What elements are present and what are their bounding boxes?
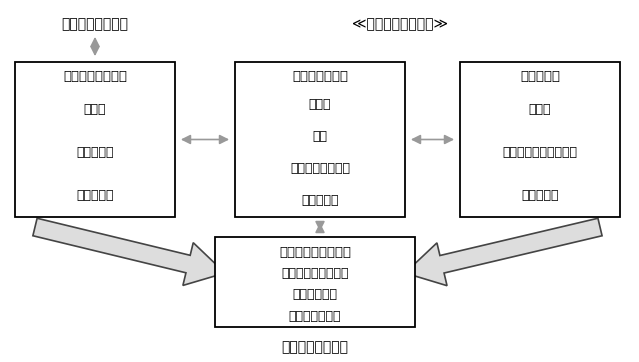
Bar — [460, 62, 620, 217]
Text: 滋賀県国際協会: 滋賀県国際協会 — [289, 310, 341, 323]
Text: 人権センター: 人権センター — [293, 289, 337, 302]
Text: 滋賀県教育委員会: 滋賀県教育委員会 — [61, 17, 128, 31]
Text: 学校教育課: 学校教育課 — [76, 146, 114, 159]
Polygon shape — [33, 218, 225, 286]
Bar — [235, 62, 405, 217]
Text: 人権推進課: 人権推進課 — [521, 189, 558, 202]
Text: 教育委員会事務局: 教育委員会事務局 — [63, 71, 127, 84]
Text: 甲賀市役所: 甲賀市役所 — [520, 71, 560, 84]
Text: 甲賀市国際交流協会: 甲賀市国際交流協会 — [279, 245, 351, 258]
Text: ≪甲賀市の支援体制≫: ≪甲賀市の支援体制≫ — [352, 17, 448, 31]
Text: 指導・助言・協力: 指導・助言・協力 — [282, 340, 348, 354]
Text: 在籍園校関係者: 在籍園校関係者 — [292, 71, 348, 84]
Polygon shape — [405, 218, 602, 286]
Bar — [215, 237, 415, 327]
Text: 日本語指導担当者: 日本語指導担当者 — [290, 162, 350, 175]
Text: 教育長: 教育長 — [84, 103, 106, 116]
Text: 地域コミュティ推進室: 地域コミュティ推進室 — [502, 146, 578, 159]
Bar — [15, 62, 175, 217]
Text: 市民課: 市民課 — [528, 103, 551, 116]
Text: 母語支援員: 母語支援員 — [301, 194, 339, 207]
Text: 担任: 担任 — [312, 130, 328, 143]
Text: 校園長: 校園長 — [309, 98, 331, 111]
Text: 子供未来課: 子供未来課 — [76, 189, 114, 202]
Text: 社団法人甲賀・湖南: 社団法人甲賀・湖南 — [281, 267, 349, 280]
